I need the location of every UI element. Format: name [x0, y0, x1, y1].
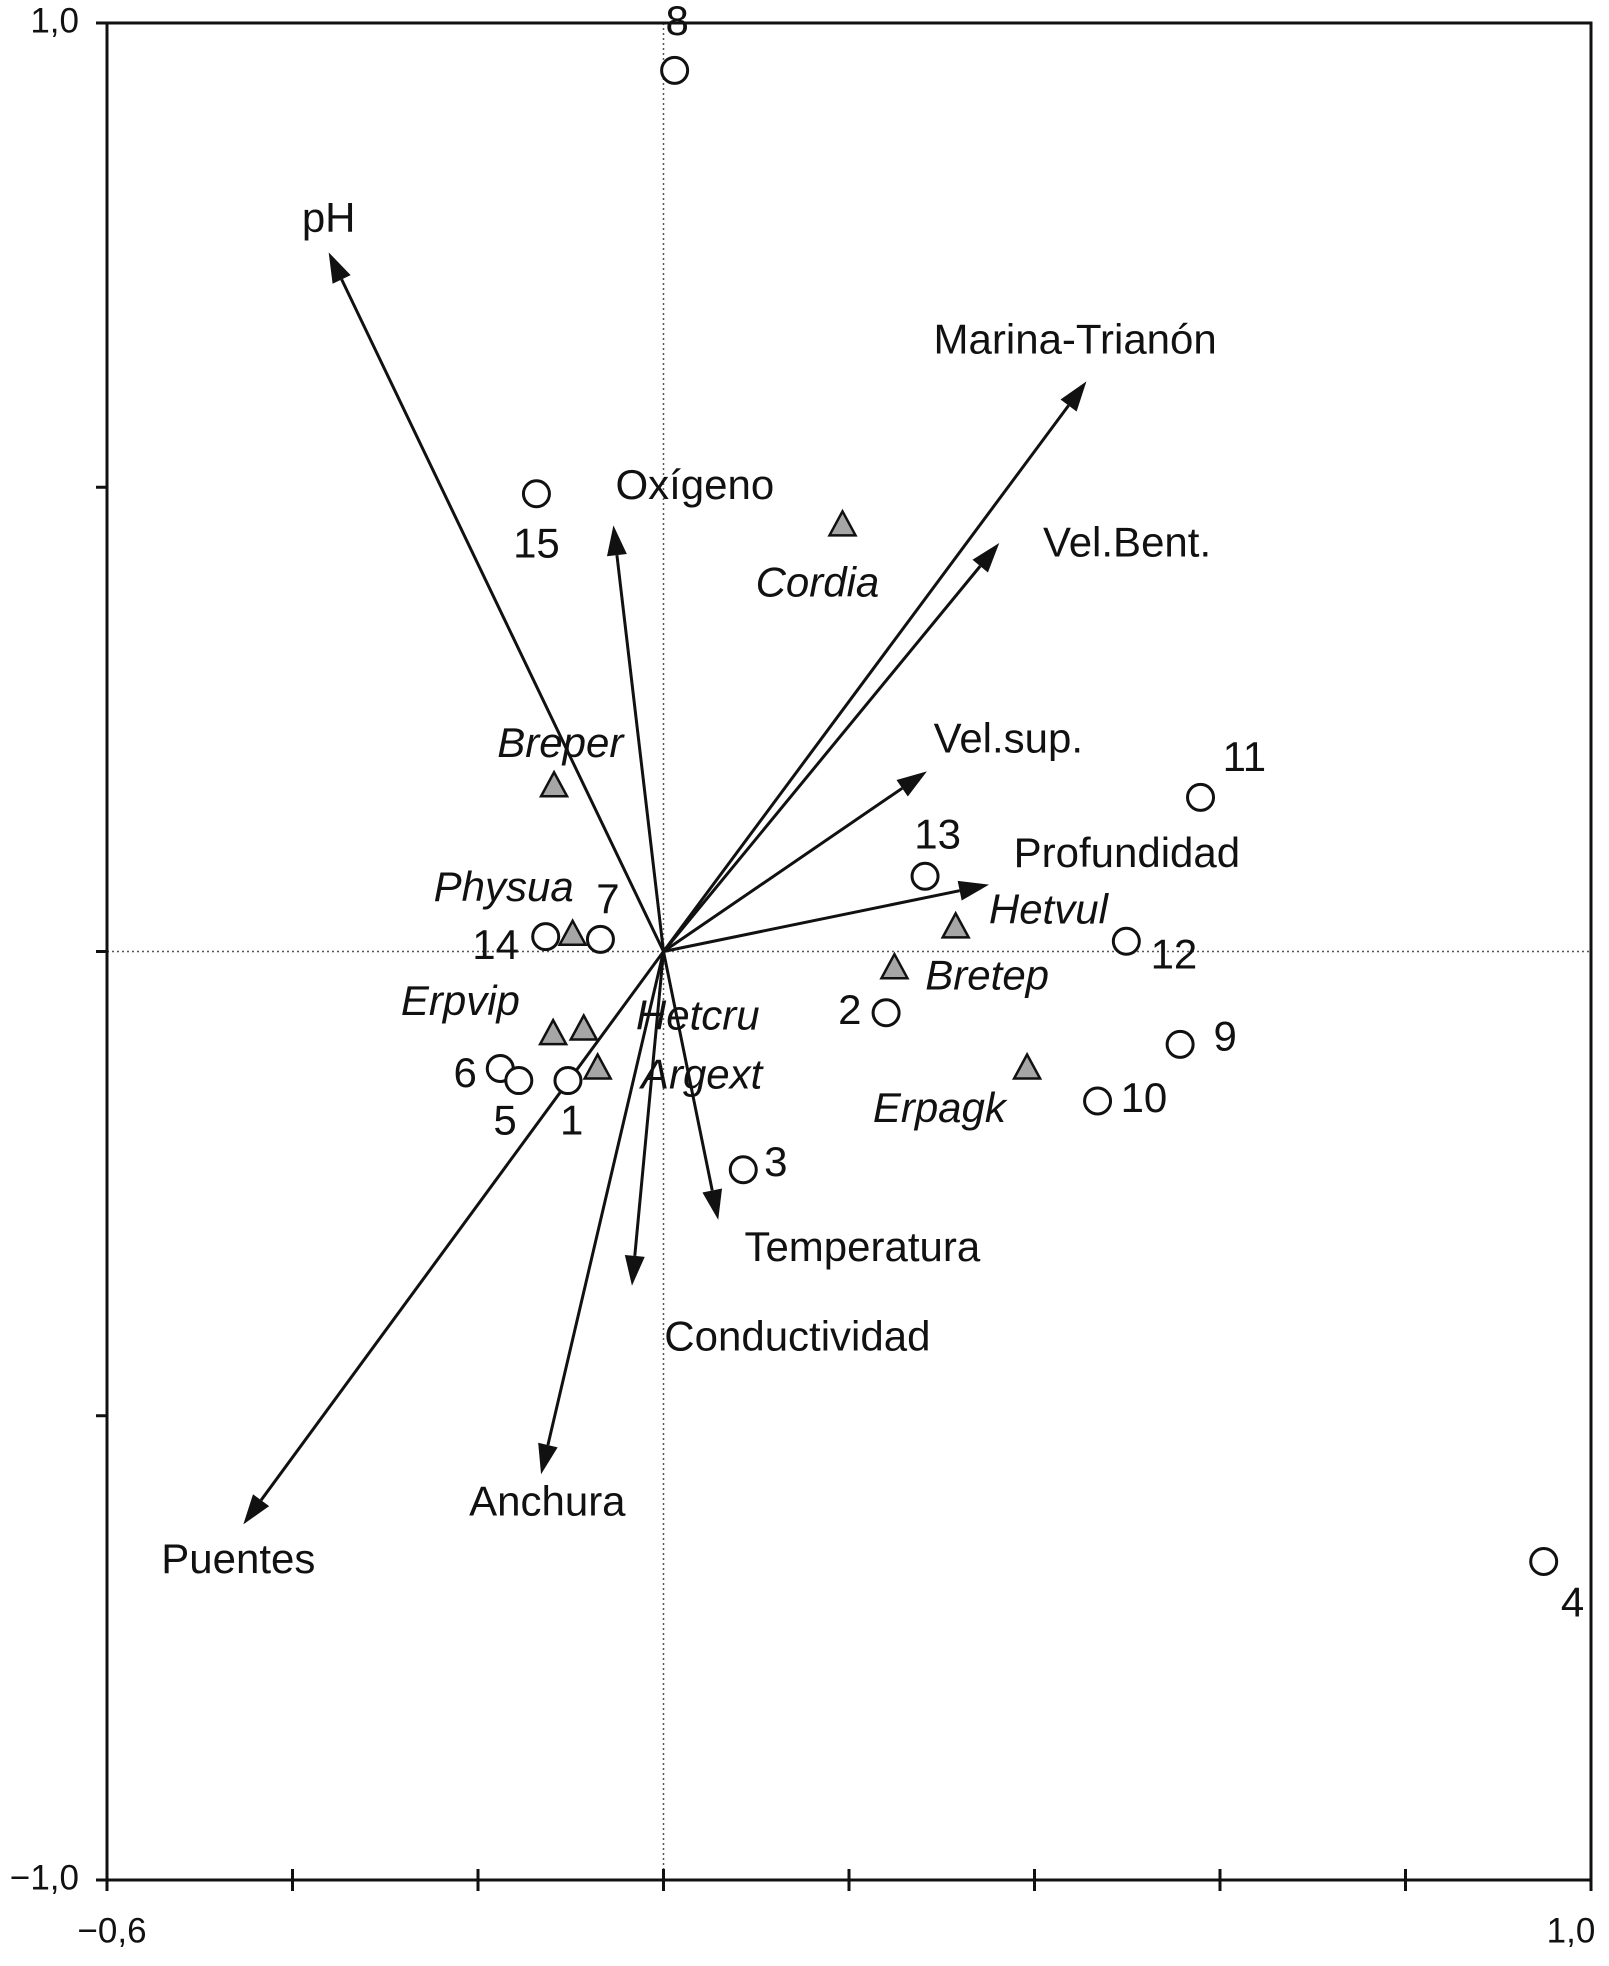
site-point [660, 55, 690, 85]
site-label: 4 [1561, 1578, 1584, 1625]
species-label: Hetvul [989, 885, 1110, 932]
species-point [538, 1017, 569, 1046]
vector-head [702, 1188, 723, 1220]
vector-label: pH [302, 194, 356, 241]
vector-label: Marina-Trianón [934, 316, 1217, 363]
site-label: 1 [560, 1096, 583, 1143]
vector-label: Profundidad [1014, 829, 1241, 876]
species-point [557, 918, 588, 947]
site-point [871, 998, 901, 1028]
vector-head [538, 1442, 558, 1475]
site-label: 13 [914, 811, 961, 858]
vector-head [957, 880, 990, 901]
species-point [568, 1012, 599, 1041]
species-point [879, 951, 910, 980]
vector-head [328, 252, 351, 284]
x-tick-label: 1,0 [1547, 1911, 1596, 1950]
site-label: 2 [838, 986, 861, 1033]
site-point [1529, 1547, 1559, 1577]
species-label: Erpagk [873, 1084, 1008, 1131]
vector-head [624, 1254, 645, 1286]
species-label: Hetcru [636, 991, 760, 1038]
vector-label: Temperatura [744, 1223, 980, 1270]
species-label: Breper [497, 719, 625, 766]
site-point [1111, 926, 1141, 956]
site-label: 10 [1121, 1074, 1168, 1121]
vector [633, 951, 665, 1257]
vector [259, 950, 665, 1502]
site-point [531, 922, 561, 952]
vector [662, 565, 982, 953]
site-label: 7 [596, 875, 619, 922]
vector-head [243, 1494, 270, 1525]
vector [546, 951, 665, 1446]
site-label: 14 [472, 921, 519, 968]
species-point [940, 910, 971, 939]
y-tick-label: −1,0 [10, 1858, 79, 1897]
site-label: 12 [1151, 931, 1198, 978]
x-tick-label: −0,6 [77, 1911, 146, 1950]
species-label: Cordia [756, 559, 880, 606]
site-point [521, 479, 551, 509]
site-label: 8 [665, 0, 688, 44]
site-label: 3 [764, 1138, 787, 1185]
vector-label: Conductividad [664, 1313, 930, 1360]
site-point [1083, 1086, 1113, 1116]
species-point [827, 508, 858, 537]
site-point [553, 1066, 583, 1096]
site-label: 11 [1223, 733, 1267, 780]
species-point [582, 1051, 613, 1080]
site-point [504, 1066, 534, 1096]
vector-label: Oxígeno [615, 461, 774, 508]
species-point [538, 769, 570, 798]
site-label: 5 [493, 1096, 516, 1143]
vector [615, 554, 665, 952]
site-label: 15 [513, 519, 560, 566]
species-label: Erpvip [401, 977, 520, 1024]
vector-label: Puentes [161, 1535, 315, 1582]
vector [662, 951, 714, 1191]
site-point [1186, 782, 1216, 812]
vector-head [896, 771, 927, 797]
vector-head [972, 542, 1000, 573]
site-point [1165, 1029, 1195, 1059]
vector-head [606, 525, 627, 557]
site-point [910, 861, 940, 891]
species-label: Argext [638, 1050, 765, 1097]
vector [340, 278, 665, 953]
vector [662, 404, 1070, 953]
site-point [728, 1155, 758, 1185]
site-label: 9 [1214, 1012, 1237, 1059]
site-point [585, 924, 615, 954]
vector [662, 787, 903, 953]
y-tick-label: 1,0 [30, 1, 79, 40]
vector-label: Anchura [469, 1477, 626, 1524]
vector-head [1060, 381, 1087, 412]
site-label: 6 [453, 1049, 476, 1096]
vector-label: Vel.Bent. [1043, 519, 1211, 566]
species-point [1011, 1051, 1043, 1080]
species-label: Physua [434, 863, 574, 910]
species-label: Bretep [925, 951, 1049, 998]
vector [663, 889, 960, 953]
vector-label: Vel.sup. [934, 714, 1083, 761]
